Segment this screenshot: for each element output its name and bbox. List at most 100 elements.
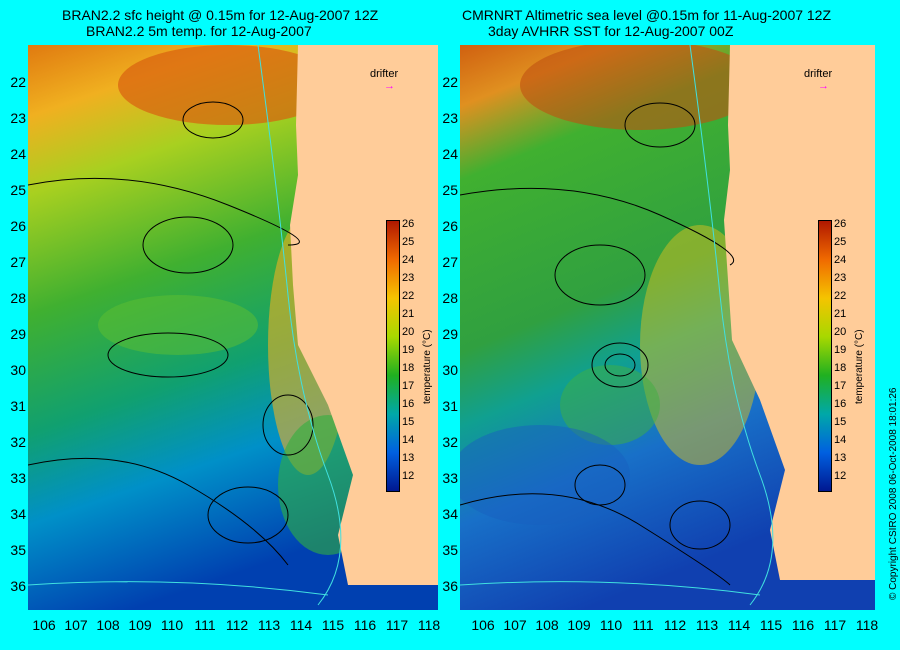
cbar-tick: 18	[834, 362, 847, 374]
lat-label: 34	[10, 506, 26, 522]
lat-label: 31	[10, 398, 26, 414]
lat-label: 23	[10, 110, 26, 126]
cbar-tick: 13	[402, 452, 415, 464]
lon-label: 108	[96, 617, 120, 633]
lon-label: 107	[503, 617, 527, 633]
lon-label: 106	[471, 617, 495, 633]
lon-label: 116	[353, 617, 377, 633]
lon-label: 115	[321, 617, 345, 633]
lon-label: 110	[599, 617, 623, 633]
cbar-tick: 26	[834, 218, 847, 230]
cbar-tick: 19	[402, 344, 415, 356]
lat-label: 27	[442, 254, 458, 270]
lon-label: 117	[823, 617, 847, 633]
lon-label: 111	[632, 617, 654, 633]
lon-label: 114	[727, 617, 751, 633]
lon-label: 113	[257, 617, 281, 633]
lat-label: 26	[442, 218, 458, 234]
cbar-tick: 17	[402, 380, 415, 392]
lon-label: 109	[128, 617, 152, 633]
lat-label: 24	[10, 146, 26, 162]
lon-label: 109	[567, 617, 591, 633]
cbar-tick: 14	[402, 434, 415, 446]
lon-label: 112	[663, 617, 687, 633]
cbar-tick: 19	[834, 344, 847, 356]
lat-label: 28	[10, 290, 26, 306]
lat-label: 23	[442, 110, 458, 126]
lat-label: 35	[10, 542, 26, 558]
cbar-tick: 21	[834, 308, 847, 320]
lat-label: 26	[10, 218, 26, 234]
lon-label: 115	[759, 617, 783, 633]
cbar-tick: 15	[402, 416, 415, 428]
copyright-credit: © Copyright CSIRO 2008 06-Oct-2008 18:01…	[888, 387, 899, 601]
lon-label: 114	[289, 617, 313, 633]
lon-label: 107	[64, 617, 88, 633]
cbar-tick: 25	[402, 236, 415, 248]
lat-label: 25	[10, 182, 26, 198]
cbar-tick: 25	[834, 236, 847, 248]
cbar-tick: 16	[834, 398, 847, 410]
cbar-tick: 15	[834, 416, 847, 428]
lon-label: 112	[225, 617, 249, 633]
left-colorbar	[386, 220, 400, 492]
cbar-tick: 22	[402, 290, 415, 302]
cbar-tick: 22	[834, 290, 847, 302]
lat-label: 30	[442, 362, 458, 378]
lon-label: 118	[855, 617, 879, 633]
lon-label: 113	[695, 617, 719, 633]
lon-label: 108	[535, 617, 559, 633]
cbar-tick: 12	[834, 470, 847, 482]
left-drifter-arrow-icon: →	[384, 80, 395, 92]
lon-label: 116	[791, 617, 815, 633]
lat-label: 27	[10, 254, 26, 270]
cbar-tick: 13	[834, 452, 847, 464]
lat-label: 22	[10, 74, 26, 90]
cbar-tick: 23	[402, 272, 415, 284]
lat-label: 36	[442, 578, 458, 594]
left-drifter-label: drifter	[370, 68, 399, 80]
left-map-panel	[28, 45, 438, 610]
right-drifter-label: drifter	[804, 68, 833, 80]
lon-label: 110	[160, 617, 184, 633]
lat-label: 29	[442, 326, 458, 342]
cbar-tick: 26	[402, 218, 415, 230]
lon-label: 106	[32, 617, 56, 633]
lat-label: 22	[442, 74, 458, 90]
lat-label: 24	[442, 146, 458, 162]
right-colorbar-title: temperature (°C)	[854, 329, 865, 404]
right-title-line2: 3day AVHRR SST for 12-Aug-2007 00Z	[488, 23, 734, 39]
lat-label: 32	[10, 434, 26, 450]
lat-label: 31	[442, 398, 458, 414]
lat-label: 34	[442, 506, 458, 522]
lat-label: 35	[442, 542, 458, 558]
right-drifter-arrow-icon: →	[818, 80, 829, 92]
right-colorbar	[818, 220, 832, 492]
lat-label: 30	[10, 362, 26, 378]
cbar-tick: 16	[402, 398, 415, 410]
cbar-tick: 20	[402, 326, 415, 338]
left-title-line2: BRAN2.2 5m temp. for 12-Aug-2007	[86, 23, 312, 39]
lat-label: 28	[442, 290, 458, 306]
cbar-tick: 14	[834, 434, 847, 446]
lon-label: 111	[194, 617, 216, 633]
cbar-tick: 18	[402, 362, 415, 374]
lat-label: 33	[10, 470, 26, 486]
lat-label: 36	[10, 578, 26, 594]
lat-label: 25	[442, 182, 458, 198]
lon-label: 117	[385, 617, 409, 633]
lat-label: 33	[442, 470, 458, 486]
cbar-tick: 20	[834, 326, 847, 338]
cbar-tick: 21	[402, 308, 415, 320]
right-map-panel	[460, 45, 875, 610]
cbar-tick: 17	[834, 380, 847, 392]
cbar-tick: 23	[834, 272, 847, 284]
cbar-tick: 24	[402, 254, 415, 266]
lon-label: 118	[417, 617, 441, 633]
right-title-line1: CMRNRT Altimetric sea level @0.15m for 1…	[462, 7, 832, 23]
left-colorbar-title: temperature (°C)	[422, 329, 433, 404]
cbar-tick: 24	[834, 254, 847, 266]
lat-label: 32	[442, 434, 458, 450]
lat-label: 29	[10, 326, 26, 342]
left-title-line1: BRAN2.2 sfc height @ 0.15m for 12-Aug-20…	[62, 7, 379, 23]
